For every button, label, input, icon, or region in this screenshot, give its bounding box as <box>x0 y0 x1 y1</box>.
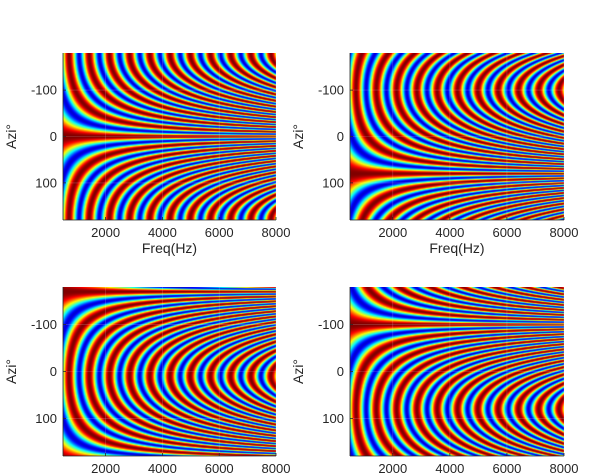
y-tick-label: 100 <box>322 175 344 190</box>
x-tick-label: 4000 <box>435 461 464 475</box>
heatmap-image-top-right <box>350 53 564 220</box>
x-tick-label: 8000 <box>550 225 579 240</box>
y-tick-label: 0 <box>50 129 57 144</box>
y-axis-label: Azi° <box>3 124 19 149</box>
x-axis-label: Freq(Hz) <box>142 240 197 256</box>
x-tick-label: 6000 <box>205 461 234 475</box>
x-tick-label: 2000 <box>378 225 407 240</box>
x-tick-label: 4000 <box>148 225 177 240</box>
x-tick-label: 2000 <box>378 461 407 475</box>
y-tick-label: -100 <box>318 83 344 98</box>
heatmap-image-top-left <box>63 53 276 220</box>
y-tick-label: 0 <box>50 364 57 379</box>
y-axis-label: Azi° <box>290 359 306 384</box>
x-tick-label: 8000 <box>550 461 579 475</box>
y-tick-label: -100 <box>31 83 57 98</box>
y-tick-label: -100 <box>31 317 57 332</box>
x-tick-label: 6000 <box>492 461 521 475</box>
x-tick-label: 4000 <box>435 225 464 240</box>
x-tick-label: 4000 <box>148 461 177 475</box>
y-tick-label: 100 <box>35 411 57 426</box>
x-tick-label: 6000 <box>492 225 521 240</box>
y-tick-label: 100 <box>35 175 57 190</box>
y-tick-label: 100 <box>322 411 344 426</box>
x-tick-label: 2000 <box>91 461 120 475</box>
y-tick-label: 0 <box>337 129 344 144</box>
x-tick-label: 8000 <box>262 225 291 240</box>
y-axis-label: Azi° <box>290 124 306 149</box>
x-tick-label: 6000 <box>205 225 234 240</box>
y-tick-label: -100 <box>318 317 344 332</box>
x-tick-label: 2000 <box>91 225 120 240</box>
heatmap-image-bottom-left <box>63 287 276 456</box>
x-axis-label: Freq(Hz) <box>429 240 484 256</box>
y-axis-label: Azi° <box>3 359 19 384</box>
heatmap-image-bottom-right <box>350 287 564 456</box>
x-tick-label: 8000 <box>262 461 291 475</box>
y-tick-label: 0 <box>337 364 344 379</box>
